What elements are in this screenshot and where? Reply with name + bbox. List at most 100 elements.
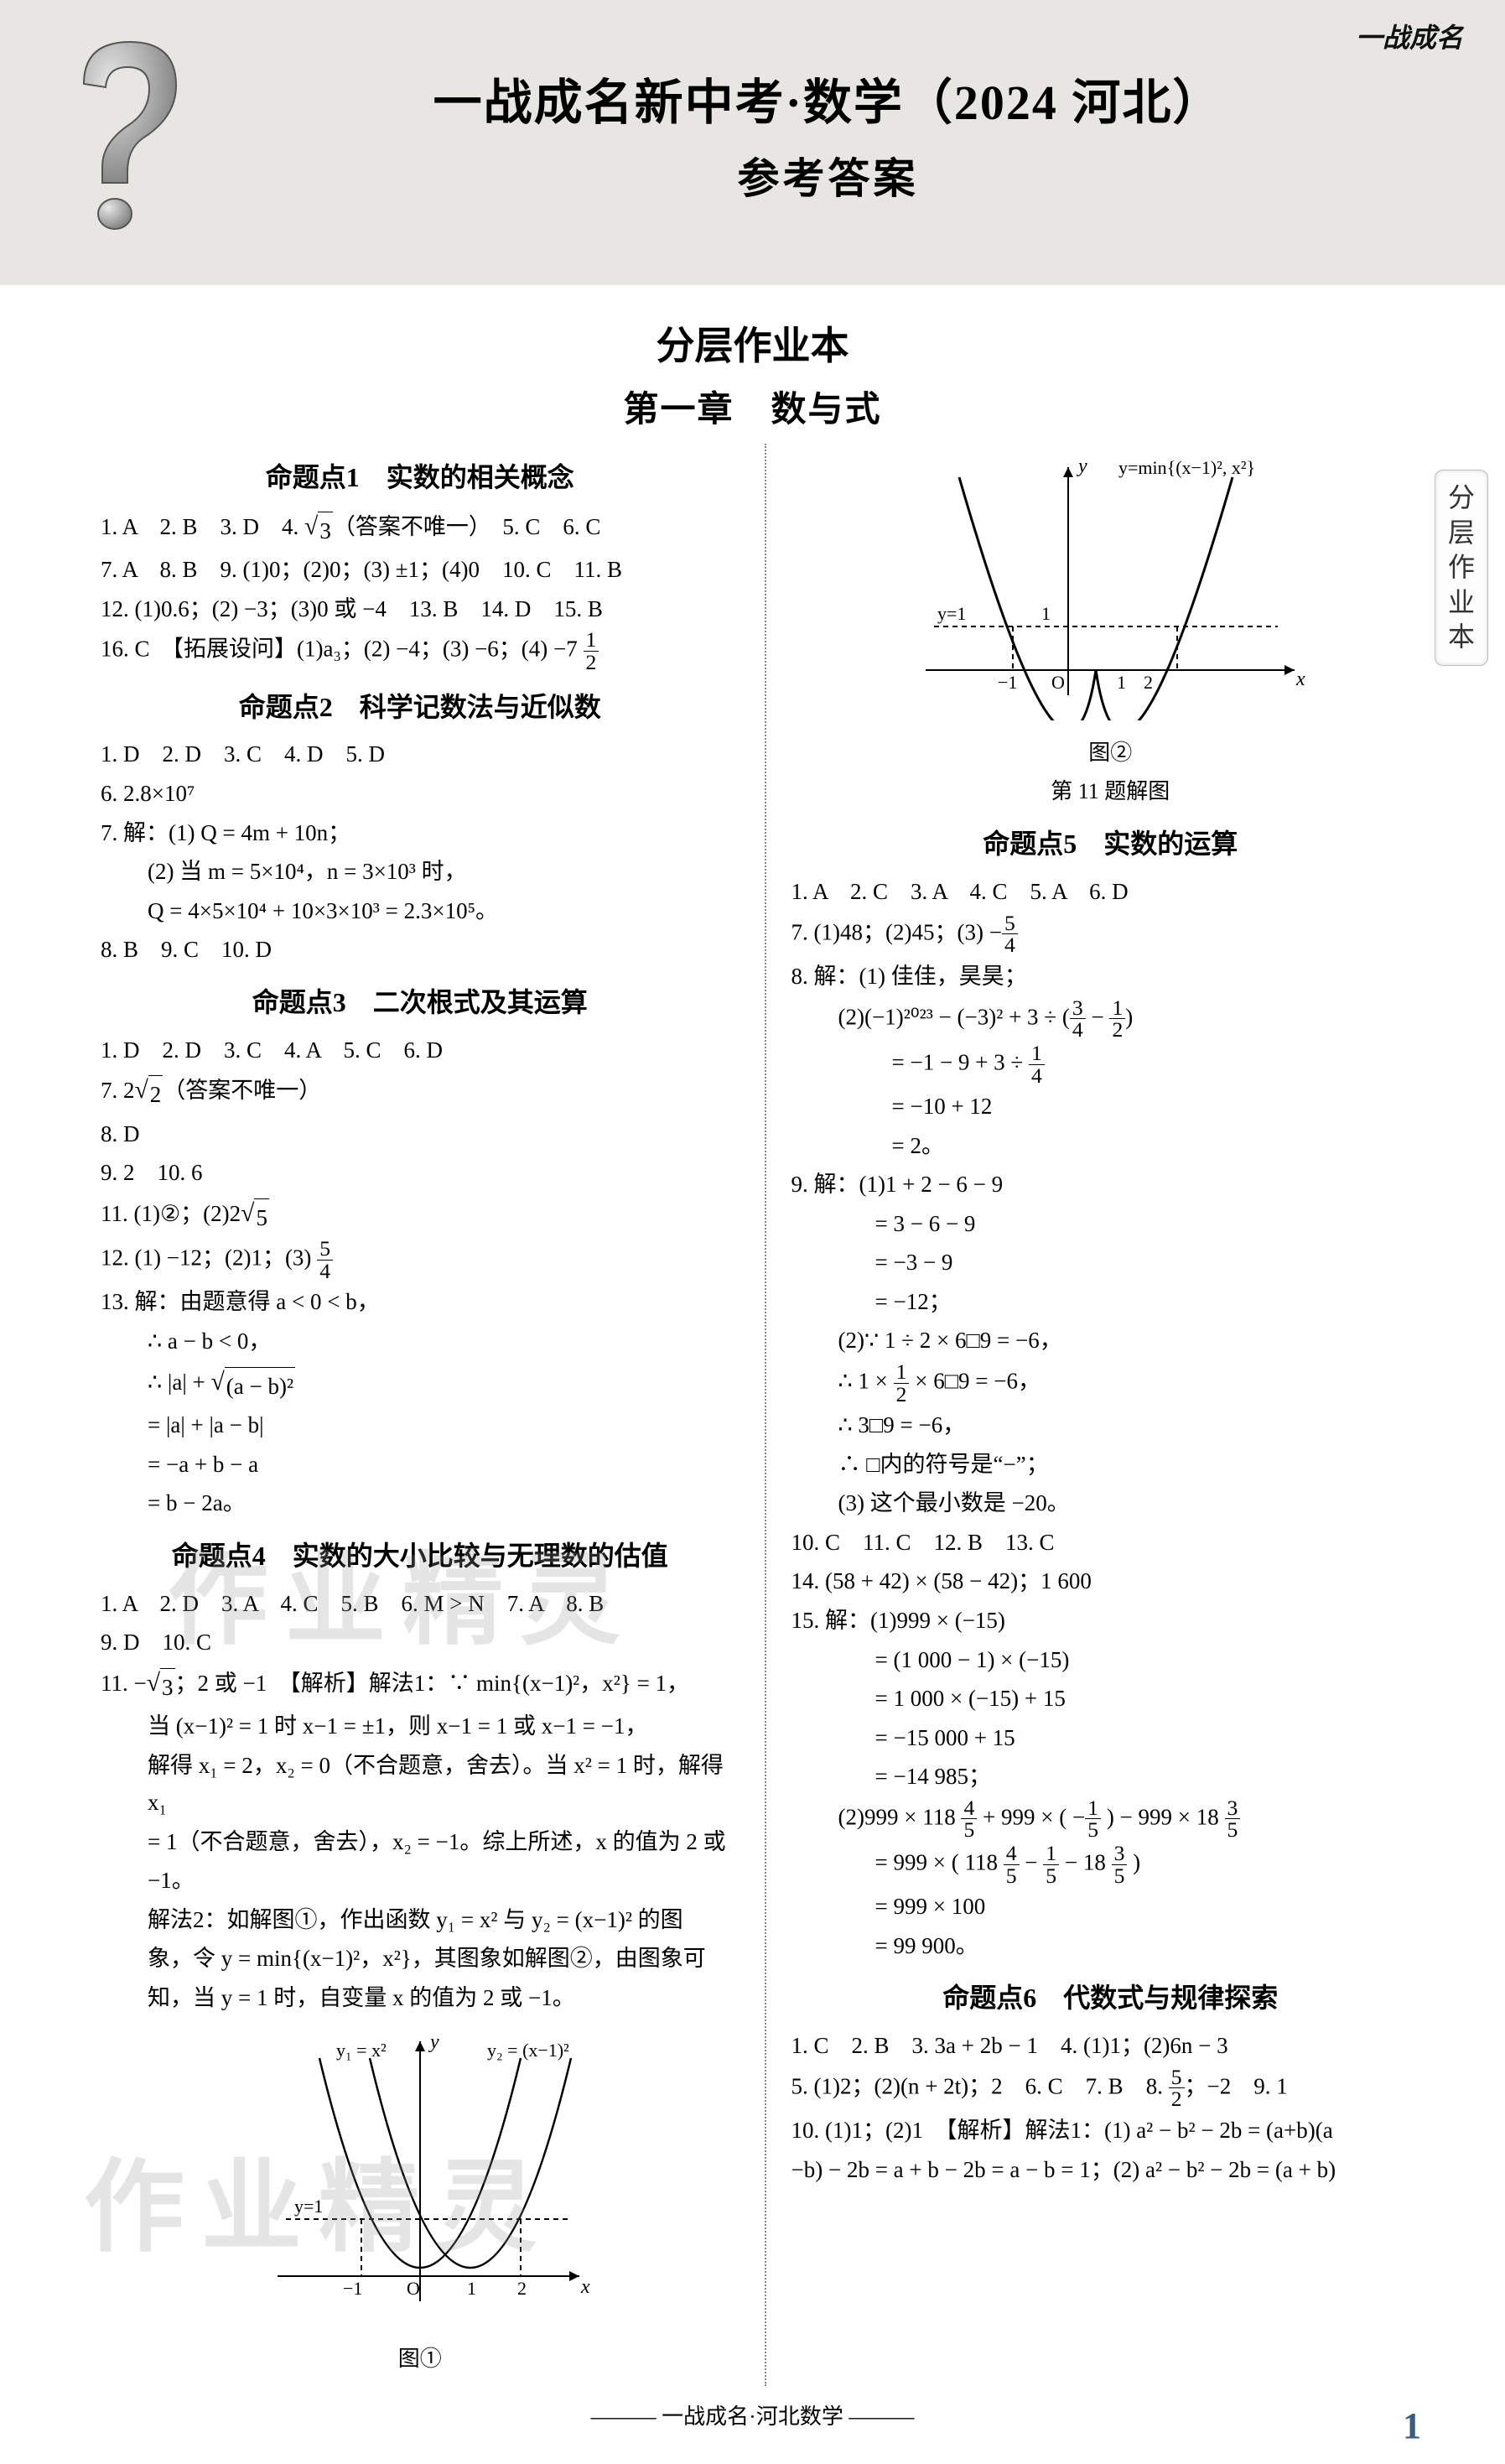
svg-text:2: 2 [1144,672,1153,693]
chart2-svg: x y O y=1 y=min{(x−1)², x²} −1 1 2 1 [900,452,1320,720]
ans: 1. A 2. D 3. A 4. C 5. B 6. M > N 7. A 8… [101,1585,740,1623]
ans: 7. A 8. B 9. (1)0；(2)0；(3) ±1；(4)0 10. C… [101,551,740,589]
svg-text:O: O [1051,672,1065,693]
ans: = −a + b − a [101,1446,740,1484]
ans: (3) 这个最小数是 −20。 [791,1484,1430,1522]
topic-2: 命题点2 科学记数法与近似数 [101,685,740,730]
ans: = −1 − 9 + 3 ÷ 14 [791,1042,1430,1086]
chart-1: x y O y=1 y₁ = x² y₂ = (x−1)² −1 1 2 图① [101,2025,740,2377]
ans: −b) − 2b = a + b − 2b = a − b = 1；(2) a²… [791,2151,1430,2189]
ans: = −15 000 + 15 [791,1719,1430,1757]
content-columns: 命题点1 实数的相关概念 1. A 2. B 3. D 4. √3（答案不唯一）… [0,444,1505,2386]
svg-text:x: x [1295,668,1305,690]
left-column: 命题点1 实数的相关概念 1. A 2. B 3. D 4. √3（答案不唯一）… [101,444,766,2386]
ans: ∴ a − b < 0， [101,1323,740,1360]
chart2-cap1: 图② [791,736,1430,772]
ans: 11. (1)②；(2)2√5 [101,1193,740,1236]
page-title: 一战成名新中考·数学（2024 河北） [201,63,1455,133]
ans: 9. 解：(1)1 + 2 − 6 − 9 [791,1166,1430,1203]
ans: = 999 × 100 [791,1888,1430,1926]
svg-text:y₂ = (x−1)²: y₂ = (x−1)² [487,2040,569,2061]
topic-3: 命题点3 二次根式及其运算 [101,980,740,1025]
chart2-cap2: 第 11 题解图 [791,774,1430,810]
ans: ∴ |a| + √(a − b)² [101,1362,740,1405]
topic-4: 命题点4 实数的大小比较与无理数的估值 [101,1534,740,1578]
ans: = 999 × ( 118 45 − 15 − 18 35 ) [791,1843,1430,1886]
brand-tag: 一战成名 [1356,17,1463,55]
topic-5: 命题点5 实数的运算 [791,822,1430,866]
ans: 1. C 2. B 3. 3a + 2b − 1 4. (1)1；(2)6n −… [791,2027,1430,2065]
ans: = (1 000 − 1) × (−15) [791,1641,1430,1679]
ans: = −12； [791,1283,1430,1321]
side-tab: 分层作业本 [1435,470,1488,666]
ans: 7. (1)48；(2)45；(3) −54 [791,912,1430,956]
topic-1: 命题点1 实数的相关概念 [101,455,740,500]
svg-text:2: 2 [517,2278,527,2299]
svg-text:O: O [407,2278,420,2299]
chart1-caption: 图① [101,2342,740,2378]
ans: = |a| + |a − b| [101,1406,740,1444]
ans: 知，当 y = 1 时，自变量 x 的值为 2 或 −1。 [101,1979,740,2017]
ans: = 2。 [791,1127,1430,1165]
ans: 7. 解：(1) Q = 4m + 10n； [101,814,740,852]
ans: 10. (1)1；(2)1 【解析】解法1：(1) a² − b² − 2b =… [791,2112,1430,2150]
header-titles: 一战成名新中考·数学（2024 河北） 参考答案 [201,63,1455,205]
ans: 1. A 2. B 3. D 4. √3（答案不唯一） 5. C 6. C [101,507,740,549]
ans: = 1 000 × (−15) + 15 [791,1680,1430,1718]
svg-text:y₁ = x²: y₁ = x² [336,2040,387,2061]
page-number: 1 [1403,2404,1421,2447]
ans: = −14 985； [791,1758,1430,1796]
page: 一战成名新中考·数学（2024 河北） 参考答案 一战成名 分层作业本 第一章 … [0,0,1505,2464]
ans: ∴ 3□9 = −6， [791,1406,1430,1444]
ans: = 1（不合题意，舍去），x₂ = −1。综上所述，x 的值为 2 或 [101,1823,740,1861]
ans: 1. A 2. C 3. A 4. C 5. A 6. D [791,873,1430,911]
svg-text:−1: −1 [343,2278,362,2299]
ans: = b − 2a。 [101,1484,740,1522]
svg-text:1: 1 [1041,603,1051,624]
ans: Q = 4×5×10⁴ + 10×3×10³ = 2.3×10⁵。 [101,892,740,930]
ans: ∴ □内的符号是“−”； [791,1446,1430,1484]
ans: = 3 − 6 − 9 [791,1205,1430,1243]
topic-6: 命题点6 代数式与规律探索 [791,1976,1430,2020]
page-subtitle: 参考答案 [201,145,1455,205]
svg-text:y: y [428,2031,439,2053]
ans: 9. 2 10. 6 [101,1154,740,1192]
chart1-svg: x y O y=1 y₁ = x² y₂ = (x−1)² −1 1 2 [244,2025,596,2326]
chapter-title: 第一章 数与式 [0,381,1505,432]
ans: 15. 解：(1)999 × (−15) [791,1602,1430,1640]
ans: (2)999 × 118 45 + 999 × ( −15 ) − 999 × … [791,1797,1430,1841]
ans: 8. 解：(1) 佳佳，昊昊； [791,958,1430,995]
ans: (2)∵ 1 ÷ 2 × 6□9 = −6， [791,1322,1430,1359]
ans: = −3 − 9 [791,1244,1430,1281]
right-column: x y O y=1 y=min{(x−1)², x²} −1 1 2 1 图② [791,444,1430,2386]
ans: 1. D 2. D 3. C 4. D 5. D [101,736,740,773]
ans: (2)(−1)²⁰²³ − (−3)² + 3 ÷ (34 − 12) [791,997,1430,1041]
ans: 9. D 10. C [101,1624,740,1661]
ans: 7. 2√2（答案不唯一） [101,1070,740,1113]
section-title: 分层作业本 [0,315,1505,371]
ans: 当 (x−1)² = 1 时 x−1 = ±1，则 x−1 = 1 或 x−1 … [101,1708,740,1745]
svg-text:1: 1 [1117,672,1126,693]
svg-text:x: x [580,2276,590,2298]
svg-text:y=1: y=1 [937,603,966,624]
ans: 8. D [101,1115,740,1153]
svg-text:−1: −1 [998,672,1017,693]
ans: 16. C 【拓展设问】(1)a₃；(2) −4；(3) −6；(4) −7 1… [101,629,740,673]
ans: 14. (58 + 42) × (58 − 42)；1 600 [791,1562,1430,1600]
ans: = −10 + 12 [791,1088,1430,1125]
ans: 解得 x₁ = 2，x₂ = 0（不合题意，舍去）。当 x² = 1 时，解得 … [101,1747,740,1822]
ans: 5. (1)2；(2)(n + 2t)；2 6. C 7. B 8. 52；−2… [791,2066,1430,2110]
footer: ——— 一战成名·河北数学 ——— [0,2399,1505,2430]
ans: −1。 [101,1862,740,1900]
ans: 6. 2.8×10⁷ [101,775,740,813]
ans: 12. (1)0.6；(2) −3；(3)0 或 −4 13. B 14. D … [101,590,740,628]
svg-text:y=min{(x−1)², x²}: y=min{(x−1)², x²} [1118,457,1255,478]
ans: 8. B 9. C 10. D [101,931,740,969]
ans: (2) 当 m = 5×10⁴，n = 3×10³ 时， [101,853,740,891]
ans: = 99 900。 [791,1927,1430,1965]
svg-text:1: 1 [467,2278,476,2299]
svg-text:y=1: y=1 [294,2196,323,2217]
ans: 11. −√3；2 或 −1 【解析】解法1：∵ min{(x−1)²，x²} … [101,1663,740,1706]
chart-2: x y O y=1 y=min{(x−1)², x²} −1 1 2 1 图② [791,452,1430,810]
ans: 13. 解：由题意得 a < 0 < b， [101,1283,740,1321]
